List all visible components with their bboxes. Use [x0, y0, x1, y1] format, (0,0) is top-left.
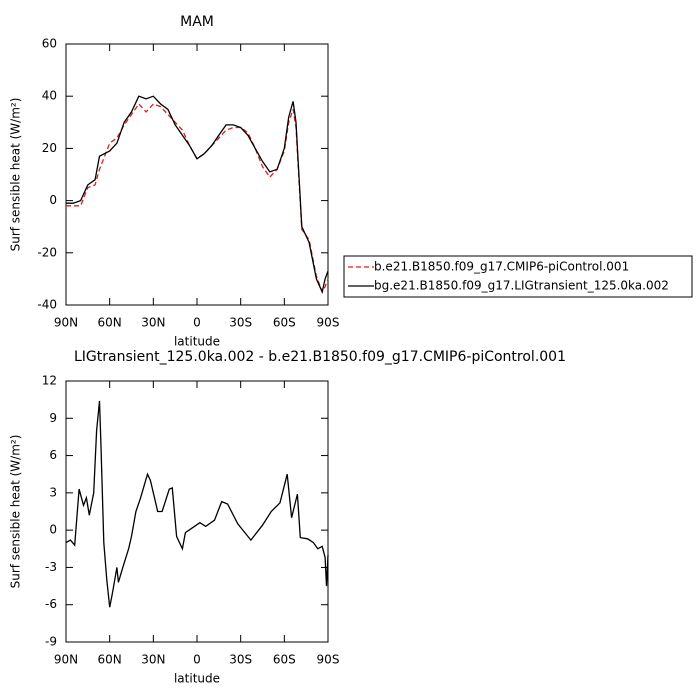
- x-tick-label: 90N: [54, 316, 78, 330]
- legend-box: [343, 255, 693, 298]
- y-tick-label: -3: [45, 560, 57, 574]
- y-tick-label: 0: [49, 193, 57, 207]
- y-tick-label: 3: [49, 485, 57, 499]
- y-tick-label: -40: [37, 298, 57, 312]
- x-tick-label: 30S: [229, 316, 252, 330]
- chart-title: LIGtransient_125.0ka.002 - b.e21.B1850.f…: [74, 349, 566, 365]
- y-tick-label: 0: [49, 523, 57, 537]
- x-tick-label: 60N: [98, 316, 122, 330]
- x-tick-label: 0: [193, 653, 201, 667]
- x-axis-label: latitude: [174, 335, 220, 349]
- y-tick-label: 9: [49, 411, 57, 425]
- x-tick-label: 60N: [98, 653, 122, 667]
- legend-label: b.e21.B1850.f09_g17.CMIP6-piControl.001: [374, 260, 629, 274]
- data-line: [65, 400, 329, 608]
- legend-label: bg.e21.B1850.f09_g17.LIGtransient_125.0k…: [374, 279, 669, 293]
- x-tick-label: 90S: [317, 653, 340, 667]
- y-tick-label: 6: [49, 448, 57, 462]
- y-tick-label: 20: [42, 141, 57, 155]
- x-tick-label: 60S: [273, 316, 296, 330]
- x-tick-label: 90S: [317, 316, 340, 330]
- y-tick-label: 12: [42, 374, 57, 388]
- y-axis-label: Surf sensible heat (W/m²): [9, 98, 23, 252]
- y-tick-label: -20: [37, 245, 57, 259]
- y-tick-label: 40: [42, 89, 57, 103]
- x-tick-label: 0: [193, 316, 201, 330]
- plot-frame: [65, 43, 329, 306]
- data-line: [66, 102, 329, 294]
- y-tick-label: 60: [42, 37, 57, 51]
- plot-frame: [65, 380, 329, 643]
- x-tick-label: 30S: [229, 653, 252, 667]
- chart-title: MAM: [180, 14, 214, 30]
- x-tick-label: 60S: [273, 653, 296, 667]
- y-tick-label: -9: [45, 635, 57, 649]
- y-tick-label: -6: [45, 597, 57, 611]
- x-axis-label: latitude: [174, 672, 220, 686]
- x-tick-label: 90N: [54, 653, 78, 667]
- x-tick-label: 30N: [141, 316, 165, 330]
- y-axis-label: Surf sensible heat (W/m²): [9, 435, 23, 589]
- x-tick-label: 30N: [141, 653, 165, 667]
- data-line: [66, 95, 329, 294]
